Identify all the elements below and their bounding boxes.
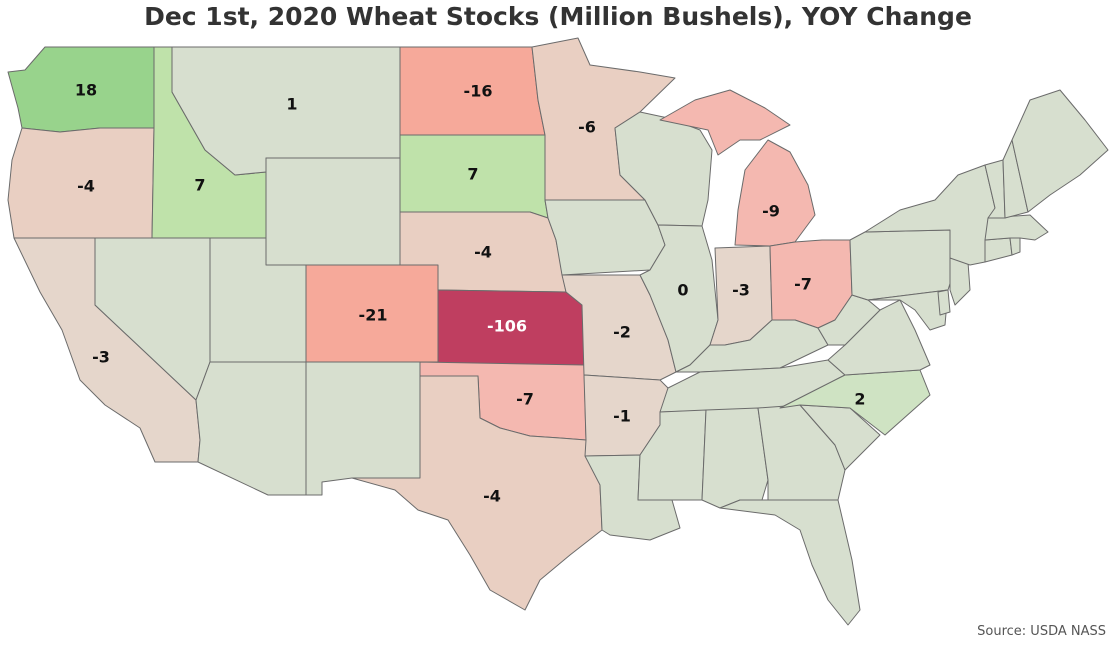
state-nj[interactable] — [949, 257, 971, 306]
state-wy[interactable] — [265, 157, 401, 266]
state-value-label-mn: -6 — [578, 118, 596, 137]
state-value-label-mo: -2 — [613, 323, 631, 342]
state-de[interactable] — [937, 289, 951, 316]
state-me[interactable] — [1011, 89, 1109, 213]
state-ma[interactable] — [984, 214, 1049, 241]
state-fl[interactable] — [719, 499, 861, 626]
state-value-label-mt: 1 — [286, 95, 297, 114]
state-wv[interactable] — [817, 294, 881, 346]
state-value-label-sd: 7 — [467, 165, 478, 184]
source-note: Source: USDA NASS — [977, 624, 1106, 639]
state-wi[interactable] — [614, 111, 713, 227]
map-title: Dec 1st, 2020 Wheat Stocks (Million Bush… — [144, 2, 972, 31]
state-ri[interactable] — [1009, 237, 1021, 256]
state-al[interactable] — [701, 407, 769, 509]
state-value-label-nc: 2 — [854, 390, 865, 409]
state-az[interactable] — [195, 361, 307, 496]
state-ct[interactable] — [984, 237, 1013, 263]
state-pa[interactable] — [849, 229, 959, 301]
state-value-label-il: 0 — [677, 281, 688, 300]
state-value-label-in: -3 — [732, 281, 750, 300]
state-value-label-nd: -16 — [464, 82, 493, 101]
state-tx[interactable] — [351, 375, 603, 611]
state-value-label-co: -21 — [359, 306, 388, 325]
state-value-label-ne: -4 — [474, 243, 492, 262]
state-value-label-or: -4 — [77, 177, 95, 196]
state-value-label-tx: -4 — [483, 487, 501, 506]
state-nm[interactable] — [305, 361, 421, 496]
state-value-label-oh: -7 — [794, 275, 812, 294]
state-value-label-ca: -3 — [92, 348, 110, 367]
state-vt[interactable] — [984, 159, 1006, 219]
state-value-label-ks: -106 — [487, 317, 527, 336]
state-value-label-mi: -9 — [762, 202, 780, 221]
state-value-label-id: 7 — [194, 176, 205, 195]
state-value-label-ar: -1 — [613, 407, 631, 426]
state-ia[interactable] — [544, 199, 666, 276]
state-value-label-ok: -7 — [516, 390, 534, 409]
state-value-label-wa: 18 — [75, 81, 97, 100]
